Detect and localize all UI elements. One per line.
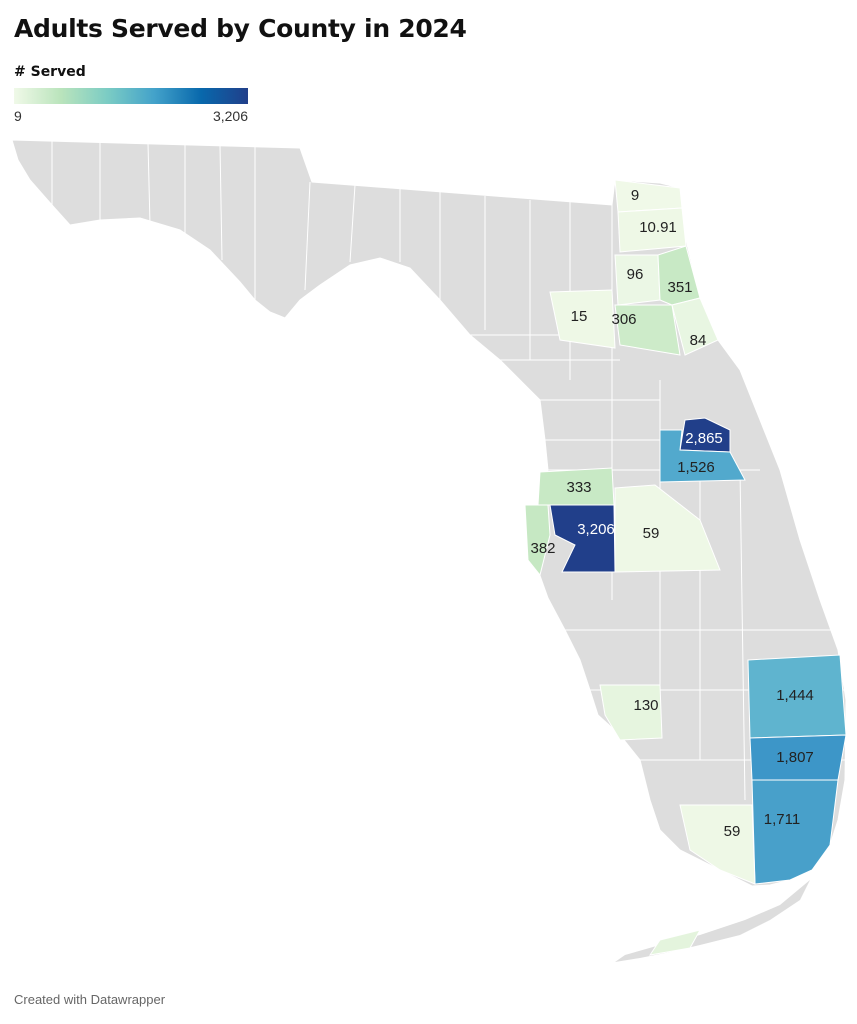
county-putnam xyxy=(614,304,681,356)
county-orange xyxy=(659,429,746,483)
county-value-label: 351 xyxy=(667,279,692,296)
county-value-label: 1,526 xyxy=(677,459,715,476)
county-value-label: 333 xyxy=(566,479,591,496)
florida-keys xyxy=(615,880,810,962)
legend-gradient-bar xyxy=(14,88,248,104)
county-value-label: 1,711 xyxy=(764,811,800,828)
county-flagler xyxy=(671,297,719,356)
county-value-label: 15 xyxy=(571,308,588,325)
legend-max-label: 3,206 xyxy=(212,108,248,124)
county-collier xyxy=(679,804,756,885)
county-value-label: 9 xyxy=(631,187,639,204)
county-labels: 9 10.91 96 351 15 306 84 2,865 1,526 333… xyxy=(530,187,813,840)
county-value-label: 84 xyxy=(690,332,707,349)
legend-min-label: 9 xyxy=(14,108,22,124)
county-value-label: 306 xyxy=(611,311,636,328)
county-miami-dade xyxy=(751,779,839,885)
county-lee xyxy=(599,684,663,741)
served-counties xyxy=(524,179,847,956)
county-value-label: 96 xyxy=(627,266,644,283)
county-value-label: 1,807 xyxy=(776,749,814,766)
county-hillsborough xyxy=(549,504,616,573)
legend-title: # Served xyxy=(14,64,86,80)
county-monroe-keys xyxy=(648,929,701,956)
county-nassau xyxy=(614,179,683,213)
county-value-label: 130 xyxy=(633,697,658,714)
county-value-label: 2,865 xyxy=(685,430,723,447)
county-value-label: 3,206 xyxy=(577,521,615,538)
county-polk xyxy=(614,484,721,573)
county-value-label: 382 xyxy=(530,540,555,557)
county-value-label: 59 xyxy=(643,525,660,542)
county-alachua xyxy=(549,289,616,349)
florida-outline xyxy=(11,139,847,887)
county-value-label: 59 xyxy=(724,823,741,840)
footer-credit: Created with Datawrapper xyxy=(14,992,166,1007)
county-pinellas xyxy=(524,504,551,577)
chart-title: Adults Served by County in 2024 xyxy=(14,14,467,43)
county-value-label: 10.91 xyxy=(639,219,677,236)
county-st-johns xyxy=(657,245,701,306)
county-value-label: 1,444 xyxy=(776,687,814,704)
